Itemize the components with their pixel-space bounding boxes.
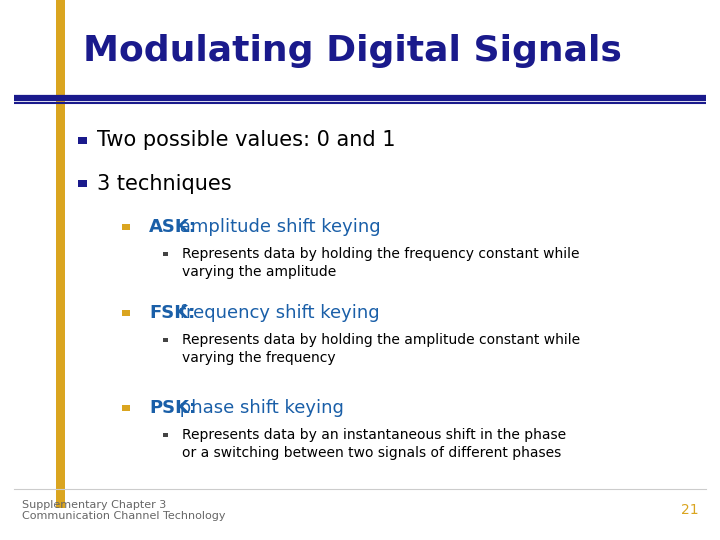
Text: frequency shift keying: frequency shift keying [174,304,380,322]
Text: amplitude shift keying: amplitude shift keying [174,218,381,236]
Bar [122,310,130,316]
Text: Two possible values: 0 and 1: Two possible values: 0 and 1 [97,130,396,151]
Text: Modulating Digital Signals: Modulating Digital Signals [83,34,621,68]
Bar [78,180,88,187]
Bar [78,137,88,144]
Text: varying the frequency: varying the frequency [182,351,336,365]
Text: or a switching between two signals of different phases: or a switching between two signals of di… [182,446,562,460]
Text: PSK:: PSK: [149,399,196,417]
Text: ASK:: ASK: [149,218,197,236]
Bar [122,405,130,410]
Bar [163,338,168,342]
Bar [56,0,65,508]
Text: 3 techniques: 3 techniques [97,173,232,194]
Text: Represents data by an instantaneous shift in the phase: Represents data by an instantaneous shif… [182,428,567,442]
Bar [122,224,130,230]
Text: Represents data by holding the frequency constant while: Represents data by holding the frequency… [182,247,580,261]
Text: 21: 21 [681,503,698,517]
Text: Represents data by holding the amplitude constant while: Represents data by holding the amplitude… [182,333,580,347]
Bar [163,433,168,437]
Text: FSK:: FSK: [149,304,195,322]
Text: varying the amplitude: varying the amplitude [182,265,336,279]
Bar [163,252,168,256]
Text: phase shift keying: phase shift keying [174,399,344,417]
Text: Supplementary Chapter 3
Communication Channel Technology: Supplementary Chapter 3 Communication Ch… [22,500,225,521]
